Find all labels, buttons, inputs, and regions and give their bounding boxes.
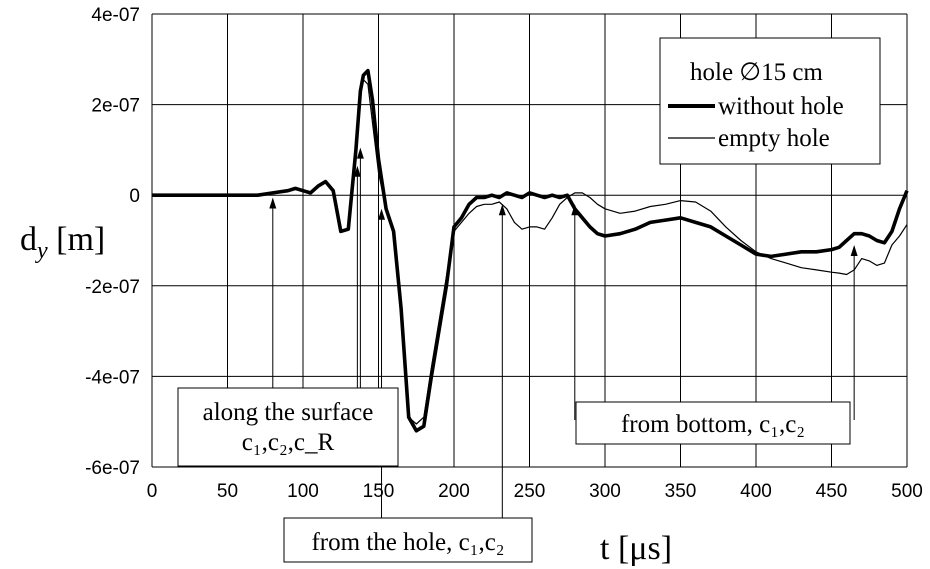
legend-title: hole ∅15 cm xyxy=(690,59,823,86)
annotation-from-hole-box xyxy=(283,517,533,563)
y-axis-label: dy [m] xyxy=(20,221,105,264)
annotation-arrow-head xyxy=(498,204,506,216)
x-tick-label: 50 xyxy=(217,481,238,502)
x-tick-label: 300 xyxy=(589,481,621,502)
annotation-from-bottom-box xyxy=(575,401,851,445)
legend-label-without-hole: without hole xyxy=(718,93,844,120)
annotation-arrow-head xyxy=(269,197,277,209)
annotation-arrow-head xyxy=(571,204,579,216)
x-tick-label: 0 xyxy=(147,481,158,502)
annotation-arrow-head xyxy=(353,165,361,177)
y-axis-ticks: 4e-07 2e-07 0 -2e-07 -4e-07 -6e-07 xyxy=(85,5,140,479)
x-tick-label: 250 xyxy=(514,481,546,502)
legend-box xyxy=(659,37,881,165)
legend: hole ∅15 cm without hole empty hole xyxy=(659,37,881,165)
legend-label-empty-hole: empty hole xyxy=(718,125,830,152)
x-tick-label: 350 xyxy=(665,481,697,502)
series-lines xyxy=(152,68,909,433)
x-tick-label: 100 xyxy=(287,481,319,502)
y-tick-label: -6e-07 xyxy=(85,458,140,479)
y-tick-label: -2e-07 xyxy=(85,277,140,298)
x-axis-label: t [μs] xyxy=(600,530,672,567)
annotation-along-surface-line2: c₁,c₂,c_R xyxy=(242,429,335,456)
series-line-empty-hole xyxy=(152,79,908,425)
y-tick-label: 0 xyxy=(129,186,140,207)
x-tick-label: 400 xyxy=(740,481,772,502)
annotation-arrow-head xyxy=(850,245,858,257)
annotation-arrow-head xyxy=(378,208,386,220)
annotation-along-surface-box xyxy=(177,387,399,467)
annotation-along-surface-line1: along the surface xyxy=(203,399,374,426)
annotation-from-hole-text: from the hole, c₁,c₂ xyxy=(311,529,504,556)
annotation-from-bottom-text: from bottom, c₁,c₂ xyxy=(621,411,805,438)
x-axis-ticks: 0 50 100 150 200 250 300 350 400 450 500 xyxy=(147,481,923,502)
annotation-arrow-head xyxy=(356,147,364,159)
x-tick-label: 450 xyxy=(816,481,848,502)
x-tick-label: 500 xyxy=(891,481,923,502)
y-tick-label: 2e-07 xyxy=(91,96,140,117)
x-tick-label: 200 xyxy=(438,481,470,502)
y-tick-label: -4e-07 xyxy=(85,367,140,388)
annotation-arrows xyxy=(269,147,858,520)
x-tick-label: 150 xyxy=(363,481,395,502)
y-tick-label: 4e-07 xyxy=(91,5,140,26)
